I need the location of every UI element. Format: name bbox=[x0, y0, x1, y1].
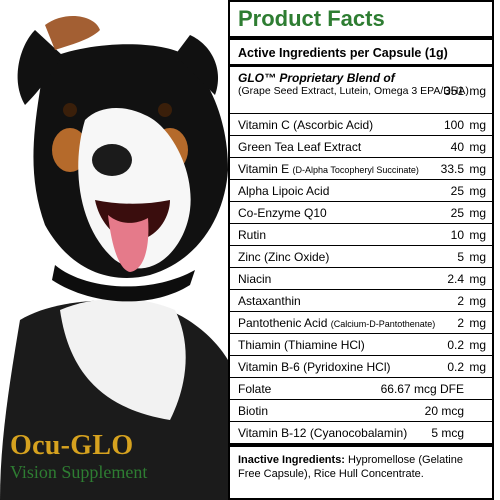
ingredient-name: Co-Enzyme Q10 bbox=[238, 206, 327, 220]
ingredient-unit: mg bbox=[469, 162, 486, 176]
ingredient-name: Vitamin E bbox=[238, 162, 290, 176]
brand-subtitle: Vision Supplement bbox=[10, 462, 148, 482]
ingredient-row: Rutin 10 mg bbox=[230, 224, 492, 246]
blend-description: (Grape Seed Extract, Lutein, Omega 3 EPA… bbox=[238, 85, 469, 97]
blend-unit: mg bbox=[469, 84, 486, 98]
ingredient-unit: mg bbox=[469, 118, 486, 132]
ingredient-amount: 33.5 bbox=[440, 162, 464, 176]
ingredient-row: Alpha Lipoic Acid 25 mg bbox=[230, 180, 492, 202]
ingredient-amount: 0.2 bbox=[447, 338, 464, 352]
ingredient-amount: 2 bbox=[457, 316, 464, 330]
ingredient-unit: mg bbox=[469, 228, 486, 242]
ingredient-amount: 100 bbox=[443, 118, 464, 132]
ingredient-name: Vitamin B-6 (Pyridoxine HCl) bbox=[238, 360, 391, 374]
ingredient-name: Niacin bbox=[238, 272, 272, 286]
ingredient-row: Co-Enzyme Q10 25 mg bbox=[230, 202, 492, 224]
ingredient-unit: mg bbox=[469, 184, 486, 198]
ingredient-name-with-note: Vitamin E (D-Alpha Tocopheryl Succinate) bbox=[238, 162, 419, 176]
ingredient-name: Rutin bbox=[238, 228, 267, 242]
ingredient-row: Pantothenic Acid (Calcium-D-Pantothenate… bbox=[230, 312, 492, 334]
ingredient-name: Vitamin C (Ascorbic Acid) bbox=[238, 118, 374, 132]
ingredient-name: Pantothenic Acid bbox=[238, 316, 328, 330]
ingredient-row: Green Tea Leaf Extract 40 mg bbox=[230, 136, 492, 158]
ingredient-unit: mg bbox=[469, 206, 486, 220]
ingredient-unit: mg bbox=[469, 360, 486, 374]
ingredient-name: Green Tea Leaf Extract bbox=[238, 140, 362, 154]
dog-photo: Ocu-GLO Vision Supplement bbox=[0, 0, 228, 500]
ingredient-unit: mg bbox=[469, 140, 486, 154]
ingredient-name: Thiamin (Thiamine HCl) bbox=[238, 338, 365, 352]
ingredient-amount: 25 bbox=[450, 184, 464, 198]
ingredient-unit: mg bbox=[469, 338, 486, 352]
ingredient-row: Vitamin B-12 (Cyanocobalamin) 5 mcg bbox=[230, 422, 492, 444]
ingredient-note: (Calcium-D-Pantothenate) bbox=[330, 319, 436, 329]
ingredient-row: Niacin 2.4 mg bbox=[230, 268, 492, 290]
ingredient-name-with-note: Pantothenic Acid (Calcium-D-Pantothenate… bbox=[238, 316, 435, 330]
brand-name: Ocu-GLO bbox=[10, 430, 134, 461]
ingredient-row: Vitamin E (D-Alpha Tocopheryl Succinate)… bbox=[230, 158, 492, 180]
brand-block: Ocu-GLO Vision Supplement bbox=[10, 430, 148, 483]
ingredient-amount: 10 bbox=[450, 228, 464, 242]
ingredient-amount: 2.4 bbox=[447, 272, 464, 286]
ingredient-row: Zinc (Zinc Oxide) 5 mg bbox=[230, 246, 492, 268]
ingredient-amount: 25 bbox=[450, 206, 464, 220]
blend-title: GLO™ Proprietary Blend of bbox=[238, 71, 395, 85]
facts-title: Product Facts bbox=[230, 2, 492, 40]
product-facts-panel: Product Facts Active Ingredients per Cap… bbox=[228, 0, 494, 500]
ingredient-unit: mg bbox=[469, 272, 486, 286]
ingredient-name: Biotin bbox=[238, 404, 269, 418]
ingredient-row: Folate 66.67 mcg DFE bbox=[230, 378, 492, 400]
facts-subtitle: Active Ingredients per Capsule (1g) bbox=[230, 40, 492, 67]
ingredient-amount: 5 bbox=[457, 250, 464, 264]
ingredient-row: Thiamin (Thiamine HCl) 0.2 mg bbox=[230, 334, 492, 356]
ingredient-name: Alpha Lipoic Acid bbox=[238, 184, 330, 198]
inactive-label: Inactive Ingredients: bbox=[238, 454, 345, 466]
ingredient-row: Vitamin B-6 (Pyridoxine HCl) 0.2 mg bbox=[230, 356, 492, 378]
ingredient-name: Vitamin B-12 (Cyanocobalamin) bbox=[238, 426, 408, 440]
ingredient-amount: 5 mcg bbox=[431, 426, 464, 440]
dog-illustration bbox=[0, 0, 228, 500]
ingredient-amount: 40 bbox=[450, 140, 464, 154]
ingredient-row: Vitamin C (Ascorbic Acid) 100 mg bbox=[230, 114, 492, 136]
inactive-ingredients: Inactive Ingredients: Hypromellose (Gela… bbox=[230, 444, 492, 487]
ingredient-note: (D-Alpha Tocopheryl Succinate) bbox=[292, 165, 419, 175]
ingredient-unit: mg bbox=[469, 250, 486, 264]
ingredient-name: Zinc (Zinc Oxide) bbox=[238, 250, 330, 264]
ingredient-name: Folate bbox=[238, 382, 272, 396]
ingredient-row: Astaxanthin 2 mg bbox=[230, 290, 492, 312]
blend-amount: 351 bbox=[443, 84, 464, 98]
ingredient-row: Biotin 20 mcg bbox=[230, 400, 492, 422]
ingredient-name: Astaxanthin bbox=[238, 294, 301, 308]
ingredient-unit: mg bbox=[469, 294, 486, 308]
ingredient-amount: 2 bbox=[457, 294, 464, 308]
ingredient-amount: 20 mcg bbox=[424, 404, 464, 418]
ingredient-amount: 66.67 mcg DFE bbox=[380, 382, 464, 396]
proprietary-blend-row: GLO™ Proprietary Blend of (Grape Seed Ex… bbox=[230, 67, 492, 114]
ingredient-unit: mg bbox=[469, 316, 486, 330]
ingredient-amount: 0.2 bbox=[447, 360, 464, 374]
inactive-text: Hypromellose (Gelatine Free Capsule), Ri… bbox=[238, 454, 463, 480]
